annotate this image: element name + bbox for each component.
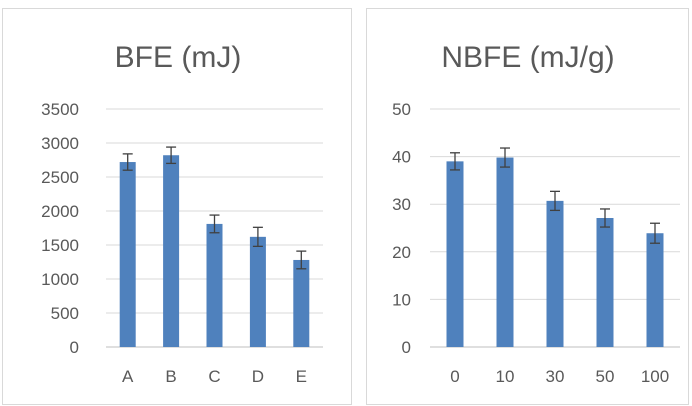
x-tick-label: E bbox=[296, 367, 307, 386]
y-tick-label: 0 bbox=[402, 338, 411, 357]
y-tick-label: 2500 bbox=[41, 168, 79, 187]
bfe-chart: BFE (mJ) 0 500 1000 1500 2000 2500 3000 3500 A B C… bbox=[41, 41, 323, 386]
chart-title: NBFE (mJ/g) bbox=[441, 41, 614, 74]
x-tick-label: 100 bbox=[641, 367, 669, 386]
bar bbox=[249, 236, 266, 347]
bar bbox=[163, 155, 180, 347]
y-tick-label: 3500 bbox=[41, 100, 79, 119]
y-tick-label: 10 bbox=[392, 290, 411, 309]
chart-title: BFE (mJ) bbox=[115, 41, 242, 74]
y-tick-label: 2000 bbox=[41, 202, 79, 221]
y-tick-label: 1000 bbox=[41, 270, 79, 289]
x-tick-label: 0 bbox=[450, 367, 459, 386]
bar bbox=[646, 233, 664, 347]
bar bbox=[446, 161, 464, 347]
y-tick-label: 1500 bbox=[41, 236, 79, 255]
x-tick-label: D bbox=[252, 367, 264, 386]
y-tick-label: 30 bbox=[392, 195, 411, 214]
bar bbox=[546, 200, 564, 347]
bar bbox=[596, 218, 614, 347]
x-tick-label: B bbox=[165, 367, 176, 386]
y-tick-label: 50 bbox=[392, 100, 411, 119]
nbfe-chart: NBFE (mJ/g) 0 10 20 30 40 50 0 10 30 50 100 bbox=[392, 41, 680, 386]
y-tick-label: 20 bbox=[392, 243, 411, 262]
x-tick-label: A bbox=[122, 367, 134, 386]
x-tick-label: 10 bbox=[496, 367, 515, 386]
x-tick-label: 30 bbox=[546, 367, 565, 386]
bar bbox=[206, 223, 223, 347]
x-tick-label: C bbox=[208, 367, 220, 386]
nbfe-chart-panel: NBFE (mJ/g) 0 10 20 30 40 50 0 10 30 50 100 bbox=[366, 8, 689, 405]
bar bbox=[293, 259, 310, 347]
bar bbox=[496, 157, 514, 347]
y-tick-label: 40 bbox=[392, 148, 411, 167]
bfe-chart-panel: BFE (mJ) 0 500 1000 1500 2000 2500 3000 3500 A B C… bbox=[2, 8, 352, 405]
x-tick-label: 50 bbox=[596, 367, 615, 386]
bar bbox=[119, 162, 136, 347]
y-tick-label: 0 bbox=[70, 338, 79, 357]
y-tick-label: 500 bbox=[51, 304, 79, 323]
y-tick-label: 3000 bbox=[41, 134, 79, 153]
